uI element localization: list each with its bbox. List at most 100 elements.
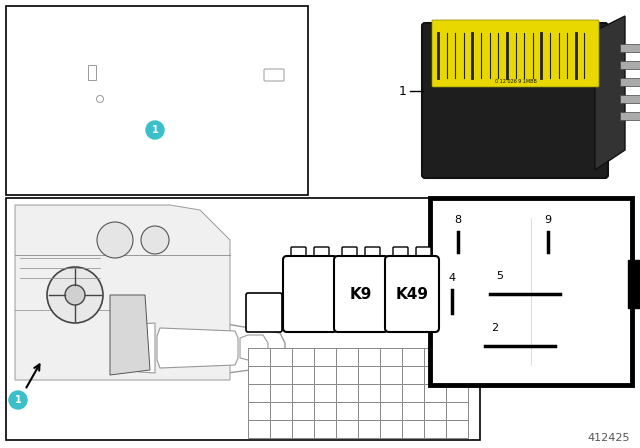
Circle shape <box>65 285 85 305</box>
Polygon shape <box>595 16 625 170</box>
Bar <box>628 260 640 308</box>
Bar <box>424 402 446 420</box>
Text: 1: 1 <box>152 125 158 135</box>
Circle shape <box>97 222 133 258</box>
Bar <box>446 384 468 402</box>
Bar <box>292 420 314 438</box>
Bar <box>358 348 380 366</box>
Bar <box>380 402 402 420</box>
Bar <box>336 384 358 402</box>
FancyBboxPatch shape <box>416 247 431 261</box>
Bar <box>248 420 270 438</box>
Bar <box>336 402 358 420</box>
Bar <box>424 366 446 384</box>
FancyBboxPatch shape <box>314 247 329 261</box>
Polygon shape <box>15 205 230 380</box>
Bar <box>314 420 336 438</box>
Bar <box>424 384 446 402</box>
Bar <box>270 366 292 384</box>
PathPatch shape <box>157 328 238 368</box>
Bar <box>270 384 292 402</box>
FancyBboxPatch shape <box>334 256 388 332</box>
Bar <box>446 402 468 420</box>
Bar <box>336 348 358 366</box>
Text: K49: K49 <box>396 287 429 302</box>
Circle shape <box>47 267 103 323</box>
Text: 8: 8 <box>454 215 461 225</box>
Circle shape <box>9 391 27 409</box>
Bar <box>270 420 292 438</box>
FancyBboxPatch shape <box>432 20 599 87</box>
FancyBboxPatch shape <box>342 247 357 261</box>
Bar <box>314 366 336 384</box>
Bar <box>446 366 468 384</box>
Circle shape <box>141 226 169 254</box>
FancyBboxPatch shape <box>422 23 608 178</box>
Bar <box>620 78 640 86</box>
Bar <box>336 420 358 438</box>
Bar <box>248 384 270 402</box>
Bar <box>402 384 424 402</box>
FancyBboxPatch shape <box>393 247 408 261</box>
Bar <box>380 366 402 384</box>
Bar <box>248 366 270 384</box>
Bar <box>358 366 380 384</box>
FancyBboxPatch shape <box>264 69 284 81</box>
Bar <box>402 366 424 384</box>
Bar <box>292 402 314 420</box>
Bar <box>620 44 640 52</box>
Bar <box>380 384 402 402</box>
PathPatch shape <box>240 335 268 360</box>
Text: 2: 2 <box>492 323 499 333</box>
Bar <box>620 95 640 103</box>
Bar <box>6 6 308 195</box>
Circle shape <box>97 95 104 103</box>
FancyBboxPatch shape <box>385 256 439 332</box>
FancyBboxPatch shape <box>291 247 306 261</box>
Bar <box>336 366 358 384</box>
Bar <box>292 348 314 366</box>
PathPatch shape <box>118 323 155 373</box>
Circle shape <box>146 121 164 139</box>
Bar <box>402 420 424 438</box>
Bar <box>380 348 402 366</box>
Bar <box>446 420 468 438</box>
Bar <box>430 198 632 385</box>
Bar <box>358 402 380 420</box>
Bar <box>358 384 380 402</box>
FancyBboxPatch shape <box>283 256 337 332</box>
Bar <box>292 384 314 402</box>
Bar <box>270 348 292 366</box>
Text: 0 12 026 9 1MBB: 0 12 026 9 1MBB <box>495 78 536 83</box>
Bar <box>270 402 292 420</box>
Text: K9: K9 <box>350 287 372 302</box>
Bar <box>402 348 424 366</box>
Bar <box>620 112 640 120</box>
Text: 5: 5 <box>497 271 504 281</box>
Bar <box>248 348 270 366</box>
Text: 1: 1 <box>399 85 407 98</box>
Bar <box>424 420 446 438</box>
Text: 1: 1 <box>15 395 21 405</box>
PathPatch shape <box>90 320 285 376</box>
Bar <box>248 402 270 420</box>
Bar <box>620 61 640 69</box>
Bar <box>314 402 336 420</box>
Bar <box>88 65 96 80</box>
Bar <box>358 420 380 438</box>
Bar <box>402 402 424 420</box>
Text: 4: 4 <box>449 273 456 283</box>
Bar <box>424 348 446 366</box>
Bar <box>410 263 434 318</box>
Polygon shape <box>110 295 150 375</box>
Bar <box>446 348 468 366</box>
Bar <box>380 420 402 438</box>
FancyBboxPatch shape <box>365 247 380 261</box>
Text: 9: 9 <box>545 215 552 225</box>
FancyBboxPatch shape <box>246 293 282 332</box>
Bar <box>292 366 314 384</box>
Bar <box>314 348 336 366</box>
Text: 412425: 412425 <box>588 433 630 443</box>
Bar <box>6 198 480 440</box>
Bar <box>314 384 336 402</box>
